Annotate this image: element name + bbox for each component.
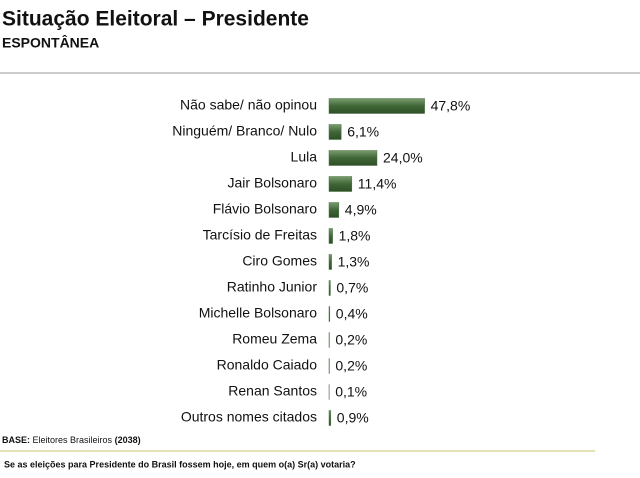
- bar: [328, 306, 331, 322]
- bar: [328, 124, 342, 140]
- value-label: 0,9%: [337, 410, 369, 426]
- bar: [328, 98, 425, 114]
- bar: [328, 176, 353, 192]
- chart-title: Situação Eleitoral – Presidente: [2, 8, 309, 31]
- bar: [328, 150, 378, 166]
- category-label: Flávio Bolsonaro: [213, 201, 317, 217]
- chart-subtitle: ESPONTÂNEA: [2, 34, 99, 51]
- value-label: 11,4%: [358, 176, 397, 192]
- category-label: Michelle Bolsonaro: [199, 305, 317, 321]
- category-label: Ratinho Junior: [227, 279, 318, 295]
- value-label: 1,8%: [339, 228, 371, 244]
- value-label: 47,8%: [431, 98, 471, 114]
- bar: [328, 280, 331, 296]
- value-label: 0,1%: [335, 384, 367, 400]
- base-label: BASE:: [2, 435, 30, 445]
- category-label: Renan Santos: [228, 383, 317, 399]
- base-n: (2038): [115, 435, 141, 445]
- category-label: Ciro Gomes: [242, 253, 317, 269]
- category-label: Ninguém/ Branco/ Nulo: [172, 123, 317, 139]
- value-label: 0,4%: [336, 306, 368, 322]
- category-label: Romeu Zema: [232, 331, 317, 347]
- bar: [328, 228, 333, 244]
- value-label: 0,7%: [336, 280, 368, 296]
- category-label: Tarcísio de Freitas: [203, 227, 317, 243]
- value-label: 1,3%: [338, 254, 370, 270]
- category-label: Ronaldo Caiado: [217, 357, 318, 373]
- category-label: Não sabe/ não opinou: [180, 97, 317, 113]
- bar: [328, 410, 332, 426]
- value-label: 4,9%: [345, 202, 377, 218]
- value-label: 0,2%: [335, 358, 367, 374]
- value-label: 0,2%: [335, 332, 367, 348]
- category-label: Jair Bolsonaro: [228, 175, 318, 191]
- bar: [328, 202, 340, 218]
- base-text: Eleitores Brasileiros: [33, 435, 113, 445]
- value-label: 24,0%: [383, 150, 423, 166]
- category-label: Outros nomes citados: [181, 409, 317, 425]
- bar: [328, 254, 332, 270]
- base-note: BASE: Eleitores Brasileiros (2038): [2, 435, 141, 445]
- category-label: Lula: [291, 149, 318, 165]
- question: Se as eleições para Presidente do Brasil…: [4, 459, 356, 469]
- value-label: 6,1%: [347, 124, 379, 140]
